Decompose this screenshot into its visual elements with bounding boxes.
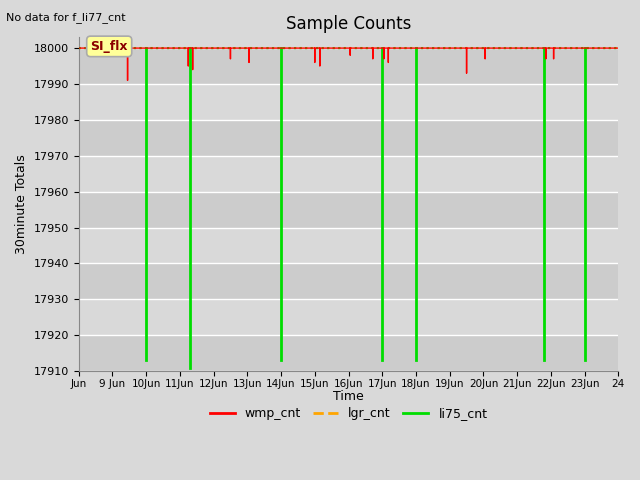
- Title: Sample Counts: Sample Counts: [286, 15, 412, 33]
- Y-axis label: 30minute Totals: 30minute Totals: [15, 155, 28, 254]
- Bar: [79, 335, 618, 371]
- Bar: [79, 156, 618, 192]
- Bar: [79, 84, 618, 120]
- Bar: [79, 300, 618, 335]
- Bar: [79, 264, 618, 300]
- Bar: [79, 192, 618, 228]
- Legend: wmp_cnt, lgr_cnt, li75_cnt: wmp_cnt, lgr_cnt, li75_cnt: [205, 402, 492, 425]
- Bar: [79, 48, 618, 84]
- Text: No data for f_li77_cnt: No data for f_li77_cnt: [6, 12, 126, 23]
- Bar: [79, 120, 618, 156]
- Text: SI_flx: SI_flx: [90, 40, 128, 53]
- Bar: [79, 228, 618, 264]
- X-axis label: Time: Time: [333, 390, 364, 403]
